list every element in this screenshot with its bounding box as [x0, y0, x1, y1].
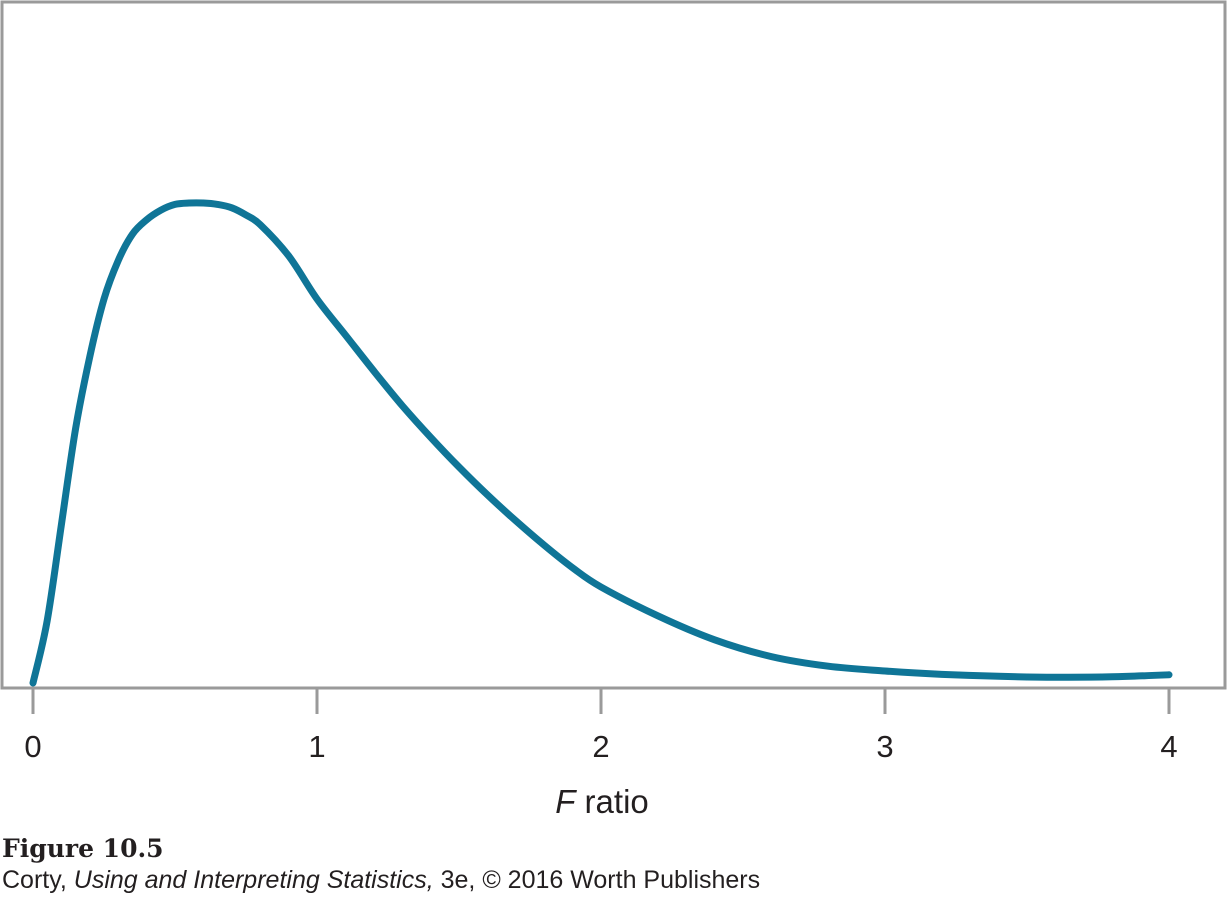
x-axis-title: F ratio	[555, 783, 649, 820]
x-axis-title-text: ratio	[575, 783, 648, 820]
source-title: Using and Interpreting Statistics,	[73, 866, 434, 894]
x-tick-label-4: 4	[1160, 729, 1177, 764]
x-tick-label-1: 1	[308, 729, 325, 764]
f-distribution-curve	[29, 199, 1173, 687]
x-tick-label-3: 3	[876, 729, 893, 764]
figure-source: Corty, Using and Interpreting Statistics…	[2, 866, 760, 895]
source-prefix: Corty,	[2, 866, 74, 894]
x-axis-title-italic: F	[555, 783, 577, 820]
chart: 0 1 2 3 4 F ratio	[0, 0, 1227, 820]
plot-frame	[0, 0, 1227, 690]
x-axis-tick-labels: 0 1 2 3 4	[24, 729, 1177, 764]
x-axis-ticks	[31, 688, 1171, 714]
figure-label: Figure 10.5	[2, 834, 164, 863]
x-tick-label-0: 0	[24, 729, 41, 764]
source-suffix: 3e, © 2016 Worth Publishers	[433, 866, 761, 894]
x-tick-label-2: 2	[592, 729, 609, 764]
